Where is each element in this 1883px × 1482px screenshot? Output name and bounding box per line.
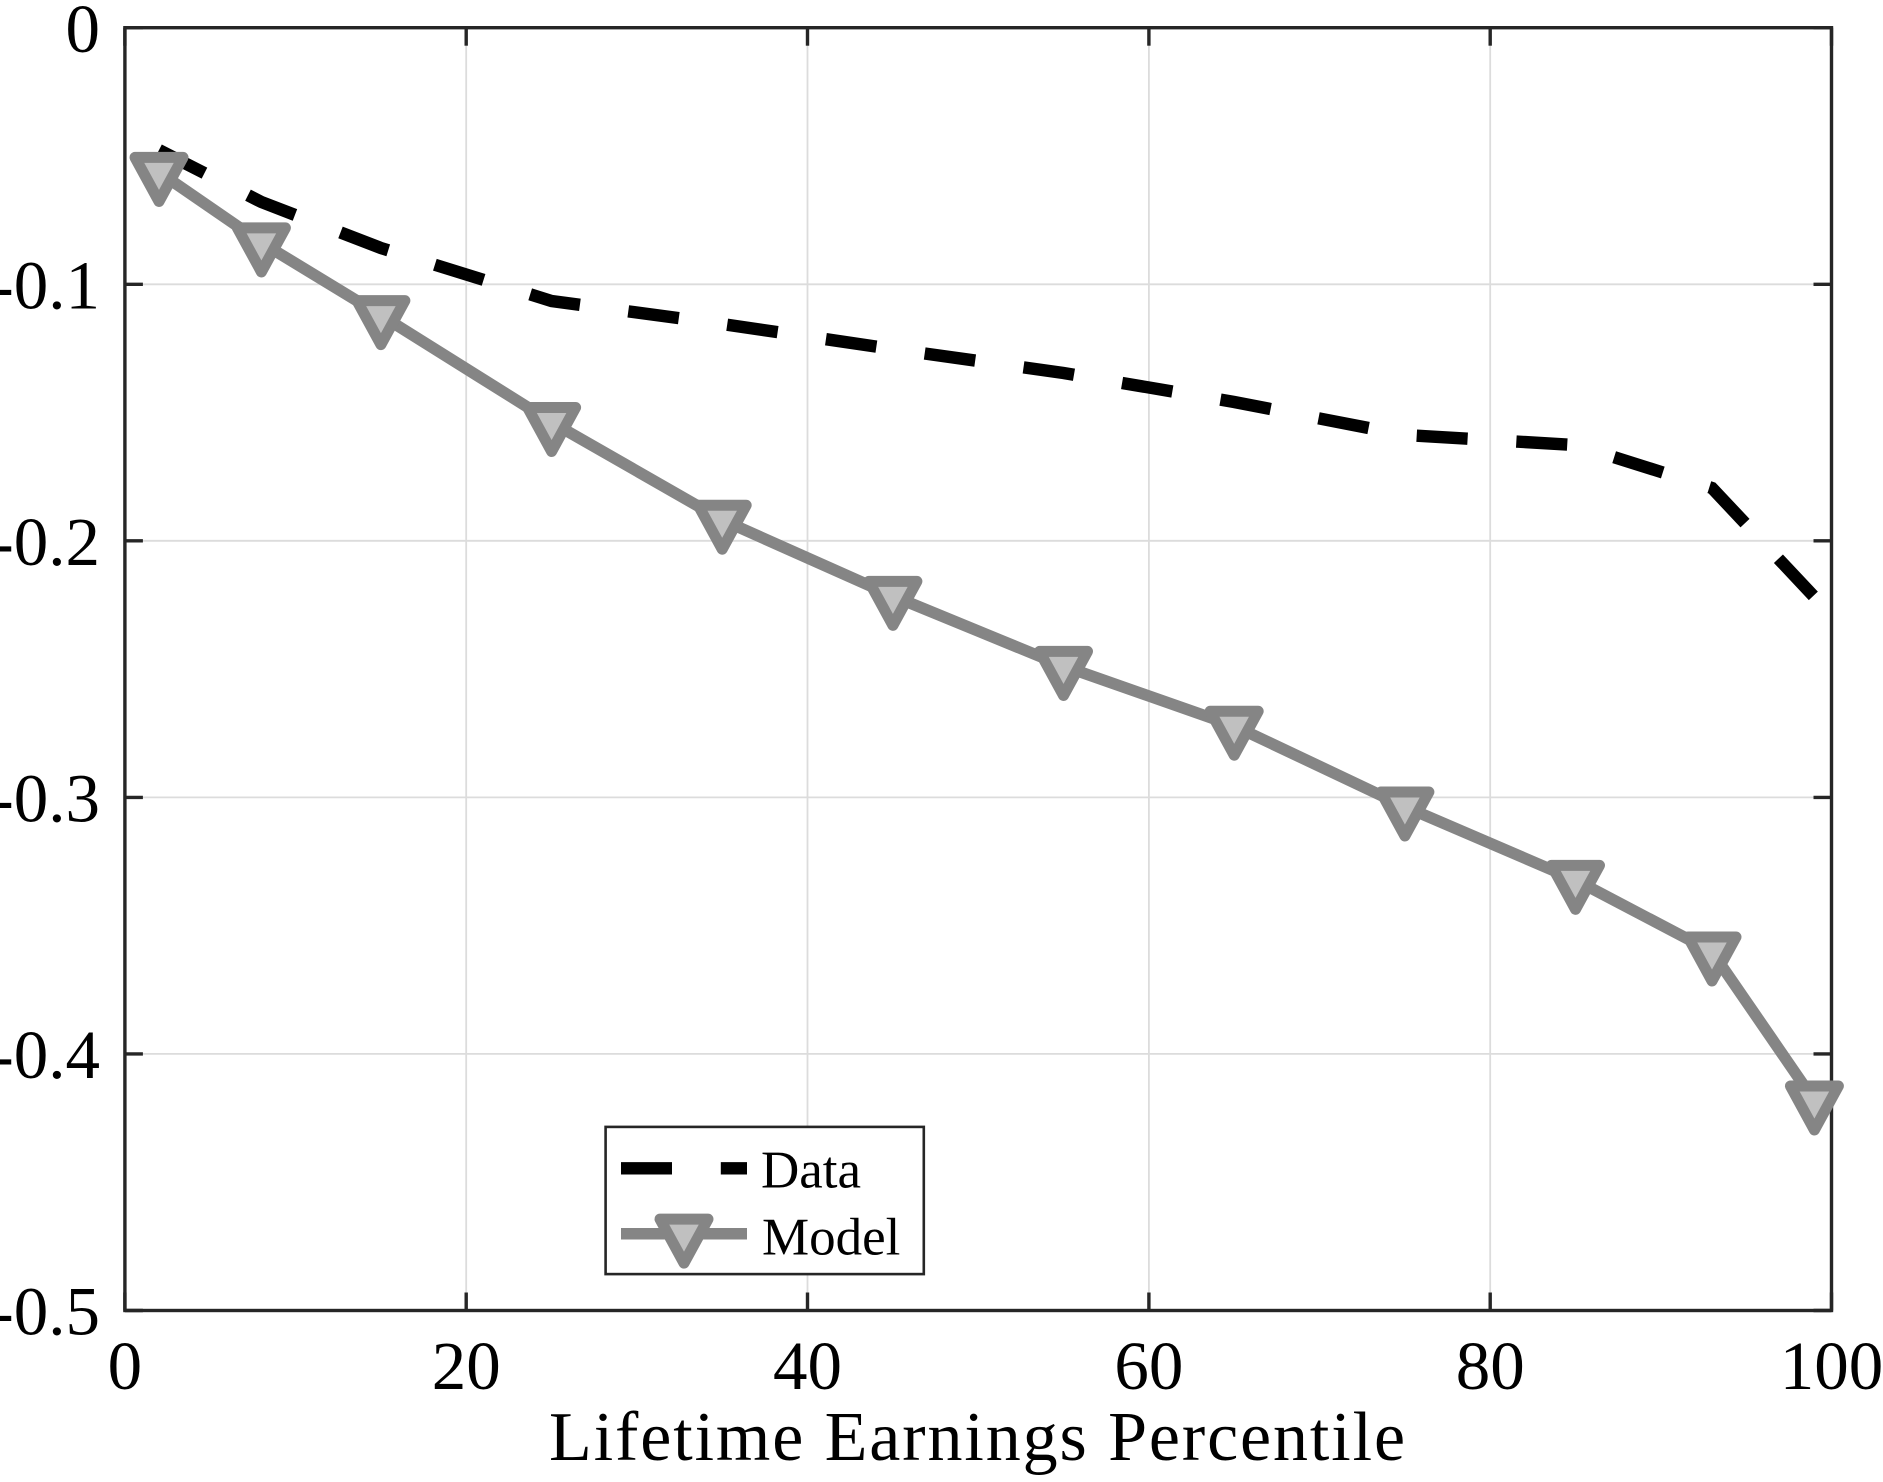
svg-text:-0.1: -0.1: [0, 248, 100, 324]
svg-text:Data: Data: [761, 1142, 861, 1200]
svg-text:80: 80: [1456, 1328, 1525, 1404]
svg-text:Model: Model: [762, 1208, 900, 1266]
svg-text:-0.2: -0.2: [0, 504, 100, 580]
svg-text:60: 60: [1114, 1328, 1183, 1404]
svg-text:Lifetime Earnings Percentile: Lifetime Earnings Percentile: [549, 1399, 1407, 1476]
svg-text:0: 0: [66, 0, 101, 67]
svg-text:100: 100: [1780, 1328, 1883, 1404]
svg-text:20: 20: [432, 1328, 501, 1404]
svg-text:-0.4: -0.4: [0, 1017, 100, 1093]
svg-text:-0.5: -0.5: [0, 1274, 100, 1350]
svg-text:-0.3: -0.3: [0, 761, 100, 837]
svg-text:0: 0: [108, 1328, 143, 1404]
svg-text:40: 40: [773, 1328, 842, 1404]
